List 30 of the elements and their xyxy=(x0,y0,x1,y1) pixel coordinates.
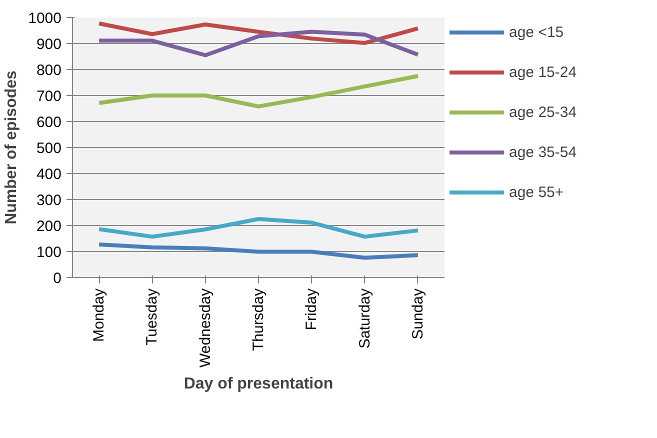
legend-label: age <15 xyxy=(509,24,564,40)
line-series xyxy=(97,74,420,108)
y-tick-label: 900 xyxy=(36,36,62,53)
y-tick-label: 600 xyxy=(36,114,62,131)
x-tick-label: Friday xyxy=(303,288,320,330)
y-tick-label: 300 xyxy=(36,192,62,209)
legend-label: age 35-54 xyxy=(509,144,577,160)
x-tick-label: Thursday xyxy=(250,288,267,352)
legend-label: age 25-34 xyxy=(509,104,577,120)
line-series xyxy=(97,21,420,45)
y-tick-label: 500 xyxy=(36,140,62,157)
legend-label: age 55+ xyxy=(509,184,564,200)
x-tick-label: Monday xyxy=(90,288,108,342)
line-series xyxy=(97,242,420,260)
line-series xyxy=(97,30,420,58)
legend-label: age 15-24 xyxy=(509,64,577,80)
x-tick-label: Sunday xyxy=(409,288,426,340)
x-tick-label: Tuesday xyxy=(144,288,161,346)
x-axis-title: Day of presentation xyxy=(184,375,334,392)
x-tick-label: Saturday xyxy=(356,288,374,349)
x-tick-label: Wednesday xyxy=(196,288,214,368)
y-tick-label: 800 xyxy=(36,62,62,79)
y-tick-label: 1000 xyxy=(28,10,62,27)
line-series xyxy=(97,217,420,239)
y-axis-title: Number of episodes xyxy=(3,70,20,224)
y-tick-label: 0 xyxy=(53,270,62,287)
y-tick-label: 700 xyxy=(36,88,62,105)
y-tick-label: 100 xyxy=(36,244,62,261)
y-tick-label: 200 xyxy=(36,218,62,235)
y-tick-label: 400 xyxy=(36,166,62,183)
